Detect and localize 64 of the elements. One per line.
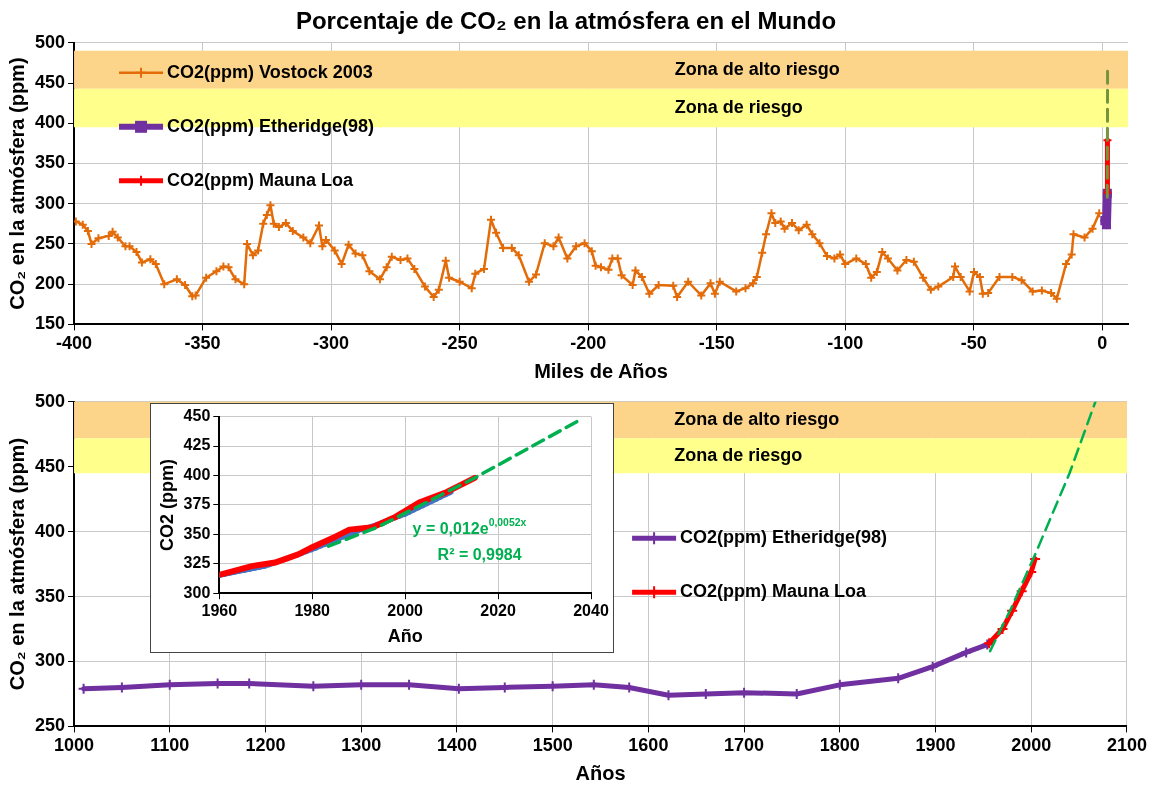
- y-axis-title: CO2 (ppm): [156, 458, 177, 551]
- x-tick-label: 1000: [54, 735, 95, 756]
- x-tick-label: -50: [960, 333, 987, 354]
- y-tick-label: 300: [34, 192, 66, 213]
- x-tick-label: -300: [313, 333, 350, 354]
- x-tick-label: 2100: [1106, 735, 1147, 756]
- x-tick-label: 1980: [294, 602, 331, 620]
- x-tick-label: -100: [827, 333, 864, 354]
- x-tick-label: 1600: [628, 735, 669, 756]
- x-tick-label: 1400: [436, 735, 477, 756]
- x-tick-label: -400: [56, 333, 93, 354]
- x-tick-label: -350: [184, 333, 221, 354]
- y-tick-label: 400: [34, 112, 66, 133]
- band-label: Zona de riesgo: [674, 96, 803, 117]
- legend-label: CO2(ppm) Vostock 2003: [167, 61, 373, 82]
- y-tick-label: 500: [34, 390, 66, 411]
- x-tick-label: 1800: [819, 735, 860, 756]
- y-tick-label: 350: [34, 585, 66, 606]
- x-tick-label: 2000: [387, 602, 424, 620]
- x-tick-label: 0: [1097, 333, 1108, 354]
- x-tick-label: -150: [698, 333, 735, 354]
- y-axis-title: CO₂ en la atmósfera (ppm): [5, 57, 28, 310]
- y-tick-label: 300: [183, 583, 211, 601]
- x-tick-label: 1960: [201, 602, 238, 620]
- x-axis-title: Miles de Años: [534, 359, 668, 382]
- y-tick-label: 375: [183, 495, 211, 513]
- band-label: Zona de alto riesgo: [674, 408, 840, 429]
- annotation: R² = 0,9984: [437, 546, 522, 564]
- x-tick-label: 1500: [532, 735, 573, 756]
- y-axis-title: CO₂ en la atmósfera (ppm): [5, 437, 28, 691]
- y-tick-label: 425: [183, 436, 211, 454]
- x-tick-label: 2020: [480, 602, 516, 620]
- x-tick-label: 1100: [150, 735, 190, 756]
- y-tick-label: 450: [34, 72, 66, 92]
- y-tick-label: 250: [34, 715, 66, 736]
- x-tick-label: -250: [441, 333, 478, 354]
- x-tick-label: 1700: [724, 735, 765, 756]
- legend-label: CO2(ppm) Mauna Loa: [167, 169, 355, 190]
- x-tick-label: 1300: [341, 735, 382, 756]
- legend-label: CO2(ppm) Etheridge(98): [167, 115, 375, 136]
- y-tick-label: 500: [34, 31, 66, 52]
- x-tick-label: 2040: [573, 602, 609, 620]
- x-tick-label: 1200: [245, 735, 286, 756]
- chart-title: Porcentaje de CO₂ en la atmósfera en el Mundo: [295, 7, 837, 35]
- y-tick-label: 350: [34, 152, 66, 173]
- x-tick-label: -200: [570, 333, 607, 354]
- y-tick-label: 350: [183, 524, 211, 542]
- x-axis-title: Años: [575, 761, 626, 784]
- y-tick-label: 400: [183, 465, 211, 483]
- y-tick-label: 400: [34, 520, 66, 541]
- y-tick-label: 450: [183, 407, 211, 425]
- y-tick-label: 450: [34, 455, 66, 476]
- y-tick-label: 250: [34, 232, 66, 253]
- x-tick-label: 1900: [915, 735, 956, 756]
- x-tick-label: 2000: [1011, 735, 1052, 756]
- band-label: Zona de alto riesgo: [674, 58, 840, 79]
- band-label: Zona de riesgo: [674, 444, 803, 465]
- y-tick-label: 325: [183, 554, 211, 572]
- y-tick-label: 150: [34, 313, 66, 334]
- y-tick-label: 300: [34, 650, 66, 671]
- y-tick-label: 200: [34, 273, 66, 294]
- legend-label: CO2(ppm) Mauna Loa: [680, 581, 868, 602]
- legend-label: CO2(ppm) Etheridge(98): [680, 527, 888, 548]
- x-axis-title: Año: [387, 626, 423, 647]
